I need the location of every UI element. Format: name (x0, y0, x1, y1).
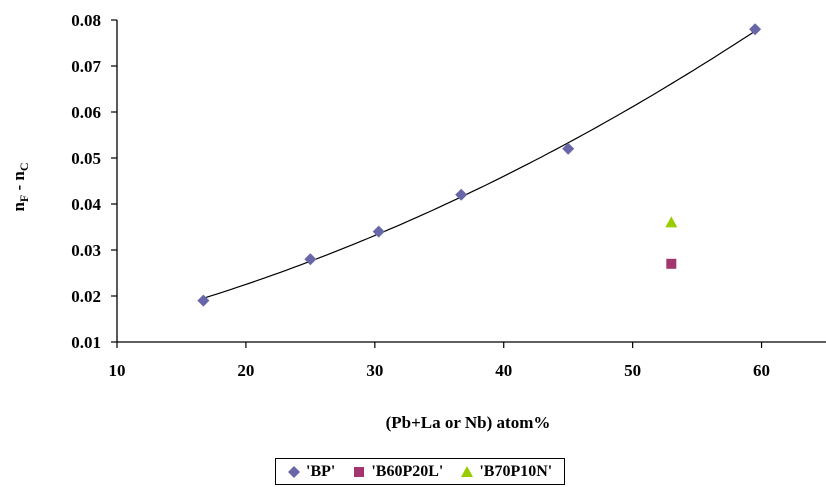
data-point-diamond (197, 294, 210, 307)
triangle-marker-icon (461, 465, 474, 477)
axes (111, 19, 826, 348)
x-tick-label: 50 (624, 361, 641, 380)
y-tick-label: 0.05 (71, 149, 101, 168)
x-tick-label: 10 (109, 361, 126, 380)
trendline-layer (203, 30, 756, 299)
y-axis-title: nF - nC (9, 162, 31, 211)
y-axis-title-mid: - n (9, 171, 28, 195)
legend: 'BP' 'B60P20L' 'B70P10N' (275, 458, 566, 485)
y-tick-label: 0.08 (71, 11, 101, 30)
data-point-diamond (372, 225, 385, 238)
x-axis-title: (Pb+La or Nb) atom% (386, 413, 551, 432)
y-tick-label: 0.03 (71, 241, 101, 260)
x-tick-label: 30 (366, 361, 383, 380)
legend-item-b70p10n: 'B70P10N' (461, 463, 552, 481)
y-axis-title-sub2: C (17, 162, 31, 171)
y-tick-labels: 0.01 0.02 0.03 0.04 0.05 0.06 0.07 0.08 (71, 11, 101, 352)
legend-label: 'BP' (306, 462, 336, 480)
y-tick-label: 0.06 (71, 103, 101, 122)
y-tick-label: 0.02 (71, 287, 101, 306)
x-tick-label: 20 (237, 361, 254, 380)
data-points (197, 23, 762, 307)
x-tick-label: 60 (753, 361, 770, 380)
data-point-diamond (455, 188, 468, 201)
square-marker-icon (354, 466, 365, 477)
y-tick-label: 0.01 (71, 333, 101, 352)
data-point-square (666, 258, 677, 269)
y-tick-label: 0.04 (71, 195, 101, 214)
legend-item-b60p20l: 'B60P20L' (353, 463, 443, 481)
data-point-diamond (304, 253, 317, 266)
x-tick-labels: 10 20 30 40 50 60 (109, 361, 771, 380)
y-tick-label: 0.07 (71, 57, 101, 76)
y-axis-title-main: n (9, 202, 28, 212)
data-point-triangle (665, 216, 678, 228)
legend-item-bp: 'BP' (288, 463, 335, 481)
data-point-diamond (562, 142, 575, 155)
legend-label: 'B70P10N' (479, 462, 553, 480)
trendline (203, 30, 756, 299)
data-point-diamond (749, 23, 762, 36)
legend-label: 'B60P20L' (371, 462, 444, 480)
diamond-marker-icon (288, 465, 300, 478)
x-tick-label: 40 (495, 361, 512, 380)
y-axis-title-sub1: F (17, 195, 31, 202)
